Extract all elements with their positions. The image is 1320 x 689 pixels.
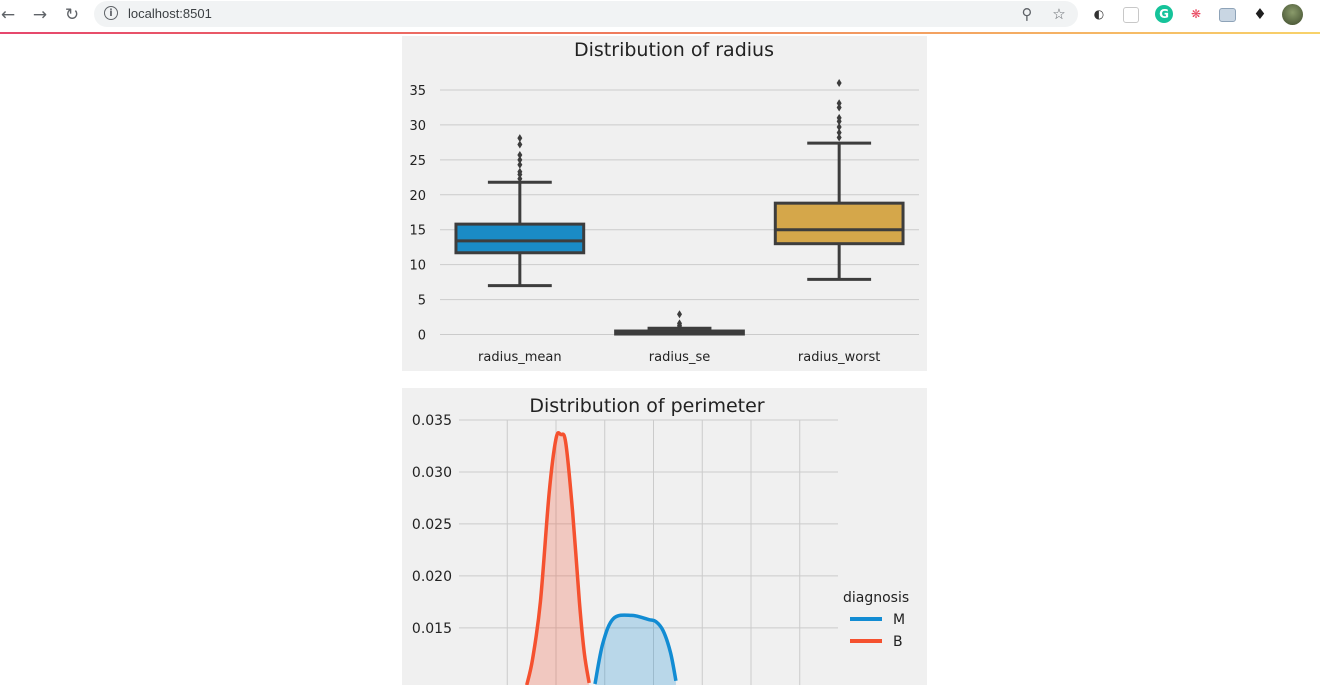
outlier-point — [517, 140, 523, 149]
density-fill — [526, 432, 590, 689]
y-tick-label: 5 — [418, 294, 426, 309]
chart-title: Distribution of radius — [574, 39, 774, 61]
series-B — [525, 430, 591, 689]
outlier-point — [517, 160, 523, 169]
y-tick-label: 20 — [409, 189, 426, 204]
radius-chart-panel: Distribution of radius 0 5 10 15 20 25 30 35 ra… — [402, 36, 927, 371]
outlier-point — [836, 78, 842, 87]
outlier-point — [677, 310, 682, 319]
y-tick-label: 25 — [409, 154, 426, 169]
outlier-point — [836, 128, 842, 137]
page-extension-icon[interactable] — [1123, 7, 1139, 23]
back-arrow-icon[interactable]: ← — [0, 5, 16, 25]
y-tick-label: 0.015 — [412, 621, 452, 637]
box-iqr — [773, 201, 905, 246]
legend-label-b: B — [893, 634, 903, 650]
outlier-point — [517, 174, 523, 183]
legend-title: diagnosis — [843, 590, 909, 606]
density-line — [593, 613, 678, 685]
perimeter-kde-plot: Distribution of perimeter 0.015 0.020 0.02… — [412, 395, 909, 689]
dark-mode-extension-icon[interactable]: ◐ — [1093, 7, 1105, 21]
site-info-icon[interactable]: i — [104, 6, 118, 20]
chart-title: Distribution of perimeter — [529, 395, 764, 417]
density-fill — [595, 615, 676, 689]
y-tick-label: 15 — [409, 224, 426, 239]
outlier-point — [836, 113, 842, 122]
outlier-point — [677, 319, 682, 328]
box-radius_mean — [454, 134, 586, 288]
spiral-extension-icon[interactable]: ❋ — [1190, 7, 1202, 21]
box-radius_worst — [773, 78, 905, 281]
y-tick-label: 35 — [409, 84, 426, 99]
x-tick-label: radius_mean — [478, 350, 562, 365]
perimeter-chart-panel: Distribution of perimeter 0.015 0.020 0.02… — [402, 388, 927, 689]
outlier-point — [836, 133, 842, 142]
y-tick-label: 0.030 — [412, 465, 452, 481]
reload-icon[interactable]: ↻ — [64, 5, 80, 25]
grammarly-extension-icon[interactable]: G — [1155, 5, 1173, 23]
outlier-point — [517, 134, 523, 143]
outlier-point — [836, 103, 842, 112]
profile-avatar[interactable] — [1282, 4, 1303, 25]
loading-accent-bar — [0, 32, 1320, 34]
box-radius_se — [614, 310, 745, 336]
x-tick-label: radius_worst — [798, 350, 881, 365]
series-M — [593, 613, 678, 689]
legend-label-m: M — [893, 612, 905, 628]
browser-toolbar: ← → ↻ i localhost:8501 ⚲ ☆ ◐ G ❋ ♦ — [0, 0, 1320, 30]
y-tick-label: 0 — [418, 329, 426, 344]
bookmark-star-icon[interactable]: ☆ — [1052, 5, 1066, 23]
y-tick-label: 30 — [409, 119, 426, 134]
forward-arrow-icon[interactable]: → — [32, 5, 48, 25]
radius-boxplot: Distribution of radius 0 5 10 15 20 25 30 35 ra… — [409, 39, 919, 365]
x-tick-label: radius_se — [649, 350, 710, 365]
box-iqr — [454, 222, 586, 255]
outlier-point — [836, 123, 842, 132]
outlier-point — [517, 150, 523, 159]
zoom-icon[interactable]: ⚲ — [1021, 5, 1033, 23]
address-bar[interactable]: i localhost:8501 ⚲ ☆ — [94, 1, 1078, 27]
outlier-point — [517, 155, 523, 164]
puzzle-extensions-icon[interactable]: ♦ — [1253, 5, 1267, 23]
url-text[interactable]: localhost:8501 — [128, 6, 212, 21]
image-extension-icon[interactable] — [1219, 8, 1236, 22]
density-line — [525, 430, 591, 686]
y-tick-label: 0.035 — [412, 413, 452, 429]
y-tick-label: 0.020 — [412, 569, 452, 585]
outlier-point — [836, 99, 842, 108]
outlier-point — [517, 167, 523, 176]
y-tick-label: 0.025 — [412, 517, 452, 533]
y-tick-label: 10 — [409, 259, 426, 274]
